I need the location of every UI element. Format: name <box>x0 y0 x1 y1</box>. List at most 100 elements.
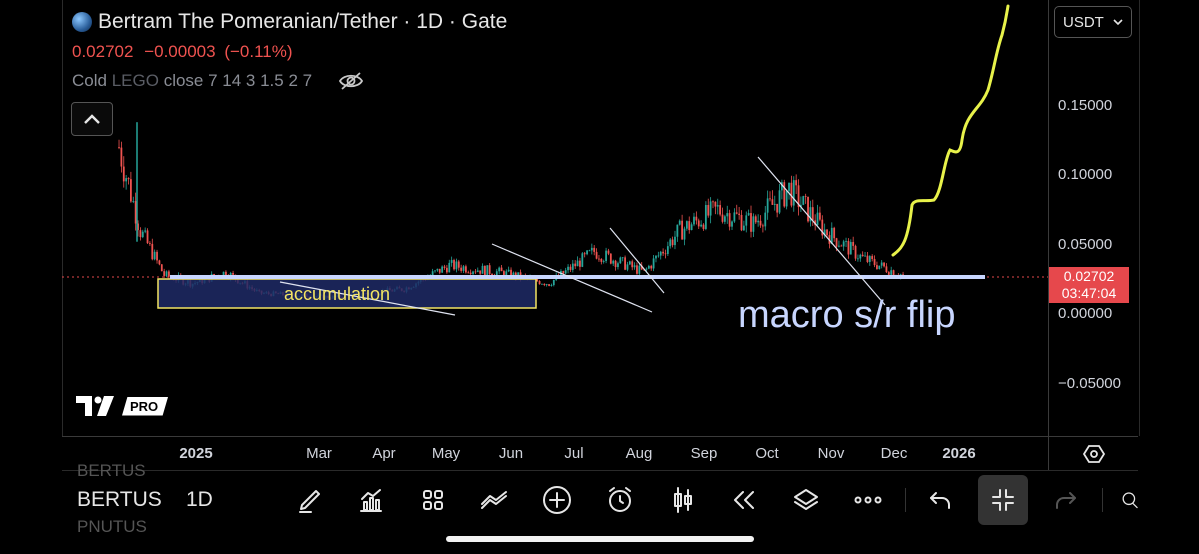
indicators-icon[interactable] <box>353 482 389 518</box>
candle-body <box>902 274 904 276</box>
search-icon[interactable] <box>1120 482 1139 518</box>
candle-body <box>149 243 151 244</box>
candle-body <box>455 261 458 270</box>
toolbar-divider <box>62 470 1138 471</box>
candle-body <box>127 178 130 180</box>
redo-icon[interactable] <box>1048 482 1084 518</box>
candle-body <box>141 231 144 238</box>
drawing-tools-icon[interactable] <box>477 482 513 518</box>
alert-icon[interactable] <box>602 482 638 518</box>
more-icon[interactable] <box>850 482 886 518</box>
symbol-button[interactable]: BERTUS <box>77 488 162 511</box>
candle-body <box>438 268 441 273</box>
chart-canvas[interactable] <box>0 0 1199 470</box>
candle-body <box>153 251 156 260</box>
candle-body <box>783 182 786 207</box>
undo-icon[interactable] <box>922 482 958 518</box>
candle-body <box>158 260 161 265</box>
layouts-icon[interactable] <box>415 482 451 518</box>
collapse-legend-button[interactable] <box>71 102 113 136</box>
candle-body <box>795 180 798 186</box>
candle-body <box>469 272 472 274</box>
candle-body <box>752 216 755 232</box>
candle-body <box>880 262 883 266</box>
hexagon-settings-icon[interactable] <box>1082 443 1106 470</box>
toolbar-separator <box>1102 488 1103 512</box>
layers-icon[interactable] <box>788 482 824 518</box>
candle-body <box>550 285 553 286</box>
candle-body <box>757 220 760 223</box>
candle-body <box>548 284 550 286</box>
chart-area[interactable] <box>62 0 1140 436</box>
candle-body <box>638 265 641 274</box>
bar-countdown: 03:47:04 <box>1061 285 1117 301</box>
symbol-list-next[interactable]: PNUTUS <box>77 517 147 536</box>
candle-body <box>764 212 767 227</box>
candle-body <box>845 240 847 242</box>
candle-body <box>545 284 548 285</box>
brush-icon[interactable] <box>292 482 328 518</box>
time-tick: Apr <box>372 445 396 462</box>
projection-path <box>891 4 1010 257</box>
fullscreen-exit-icon[interactable] <box>978 475 1028 525</box>
candle-body <box>453 260 455 270</box>
candle-body <box>655 255 657 259</box>
candle-body <box>457 261 460 268</box>
macro-flip-label: macro s/r flip <box>738 294 956 336</box>
candle-body <box>156 251 158 261</box>
candle-body <box>607 250 610 254</box>
candle-body <box>605 250 607 261</box>
eye-off-icon[interactable] <box>338 71 364 91</box>
candle-body <box>802 196 805 205</box>
candle-body <box>571 263 574 270</box>
candle-body <box>614 260 617 268</box>
candle-body <box>712 201 714 203</box>
candle-body <box>809 207 812 222</box>
candle-body <box>866 255 869 262</box>
candle-body <box>887 272 890 275</box>
candle-body <box>695 216 698 221</box>
interval-button[interactable]: 1D <box>186 488 213 511</box>
candle-body <box>707 205 710 216</box>
candle-body <box>833 227 836 239</box>
candle-body <box>579 260 581 267</box>
symbol-title-row[interactable]: Bertram The Pomeranian/Tether · 1D · Gat… <box>72 10 507 34</box>
candle-body <box>160 264 163 272</box>
symbol-list-prev[interactable]: BERTUS <box>77 461 146 480</box>
candle-body <box>697 220 700 227</box>
candle-body <box>479 270 482 274</box>
candle-body <box>543 283 546 285</box>
replay-icon[interactable] <box>726 482 762 518</box>
candle-body <box>633 265 636 268</box>
currency-select[interactable]: USDT <box>1054 6 1132 38</box>
candle-body <box>892 270 895 276</box>
candle-body <box>807 196 809 222</box>
candle-body <box>448 262 451 273</box>
add-icon[interactable] <box>539 482 575 518</box>
candle-body <box>450 260 453 263</box>
candle-body <box>719 205 722 215</box>
current-price-tag: 0.02702 03:47:04 <box>1049 267 1129 303</box>
candle-body <box>465 266 467 273</box>
candle-body <box>788 182 790 191</box>
indicator-legend[interactable]: Cold LEGO close 7 14 3 1.5 2 7 <box>72 71 364 91</box>
candle-body <box>664 253 667 255</box>
candle-body <box>507 269 510 272</box>
candle-body <box>498 267 501 272</box>
home-indicator[interactable] <box>446 536 754 542</box>
candle-body <box>742 225 745 231</box>
indicator-params: close 7 14 3 1.5 2 7 <box>163 71 313 90</box>
candle-body <box>168 271 170 277</box>
time-tick: 2025 <box>179 445 213 462</box>
candle-body <box>780 182 783 191</box>
quote-row: 0.02702 −0.00003 (−0.11%) <box>72 42 293 62</box>
price-tick: 0.00000 <box>1058 305 1113 322</box>
candle-body <box>132 201 135 202</box>
candle-body <box>593 247 596 252</box>
candle-body <box>484 265 486 276</box>
candles-icon[interactable] <box>665 482 701 518</box>
candle-body <box>567 266 569 271</box>
candle-body <box>602 260 605 262</box>
currency-value: USDT <box>1063 13 1104 31</box>
candle-body <box>690 224 693 231</box>
